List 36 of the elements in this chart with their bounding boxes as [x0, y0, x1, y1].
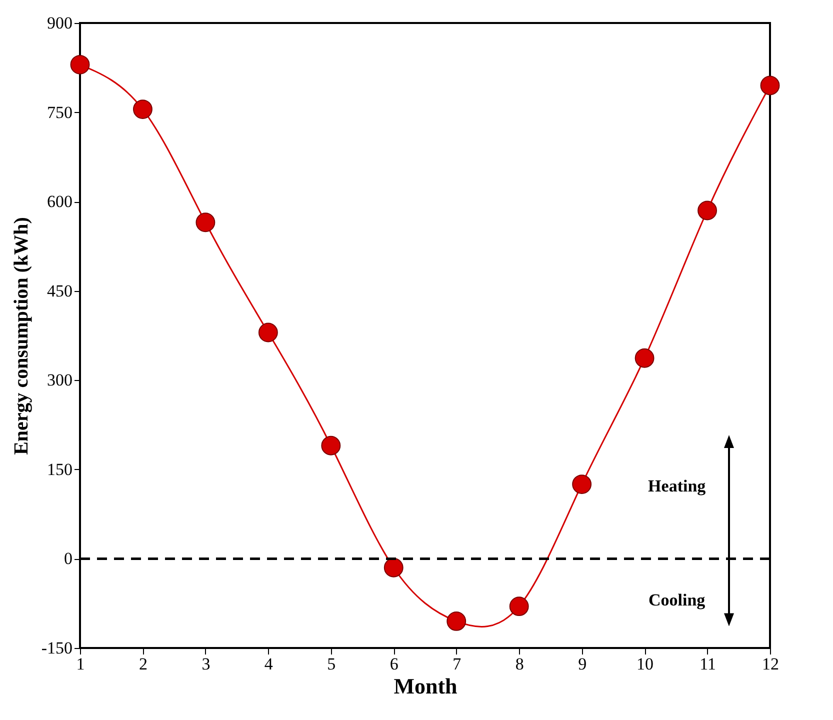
x-tick-label: 3: [202, 654, 210, 674]
point: [70, 54, 90, 74]
x-tick-label: 5: [327, 654, 336, 674]
x-tick-label: 2: [138, 654, 148, 674]
x-tick-label: 11: [700, 654, 716, 674]
point: [321, 436, 341, 456]
x-axis-title: Month: [394, 674, 458, 698]
annotation: Cooling: [648, 590, 706, 610]
x-tick-label: 4: [264, 654, 274, 674]
x-tick-label: 1: [76, 654, 85, 674]
x-tick-label: 10: [636, 654, 654, 674]
x-tick-label: 8: [515, 654, 524, 674]
y-tick-label: -150: [41, 638, 72, 658]
y-tick-label: 300: [47, 370, 72, 390]
point: [698, 200, 717, 220]
point: [572, 474, 592, 494]
point: [446, 612, 466, 631]
x-tick-label: 6: [390, 654, 398, 674]
annotation: Heating: [648, 476, 706, 496]
point: [384, 558, 404, 578]
point: [196, 212, 216, 232]
y-tick-label: 450: [47, 281, 72, 300]
point: [133, 100, 152, 120]
y-tick-label: 750: [47, 102, 72, 122]
point: [258, 322, 278, 342]
y-tick-label: 600: [47, 192, 72, 212]
point: [760, 76, 780, 96]
x-tick-label: 12: [762, 654, 779, 674]
y-tick-label: 0: [64, 549, 72, 568]
y-axis-title: Energy consumption (kWh): [10, 217, 32, 455]
x-tick-label: 9: [578, 654, 587, 674]
y-tick-label: 150: [47, 460, 72, 479]
x-tick-label: 7: [452, 654, 462, 674]
y-tick-label: 900: [47, 14, 72, 32]
point: [509, 596, 529, 616]
point: [634, 348, 654, 368]
